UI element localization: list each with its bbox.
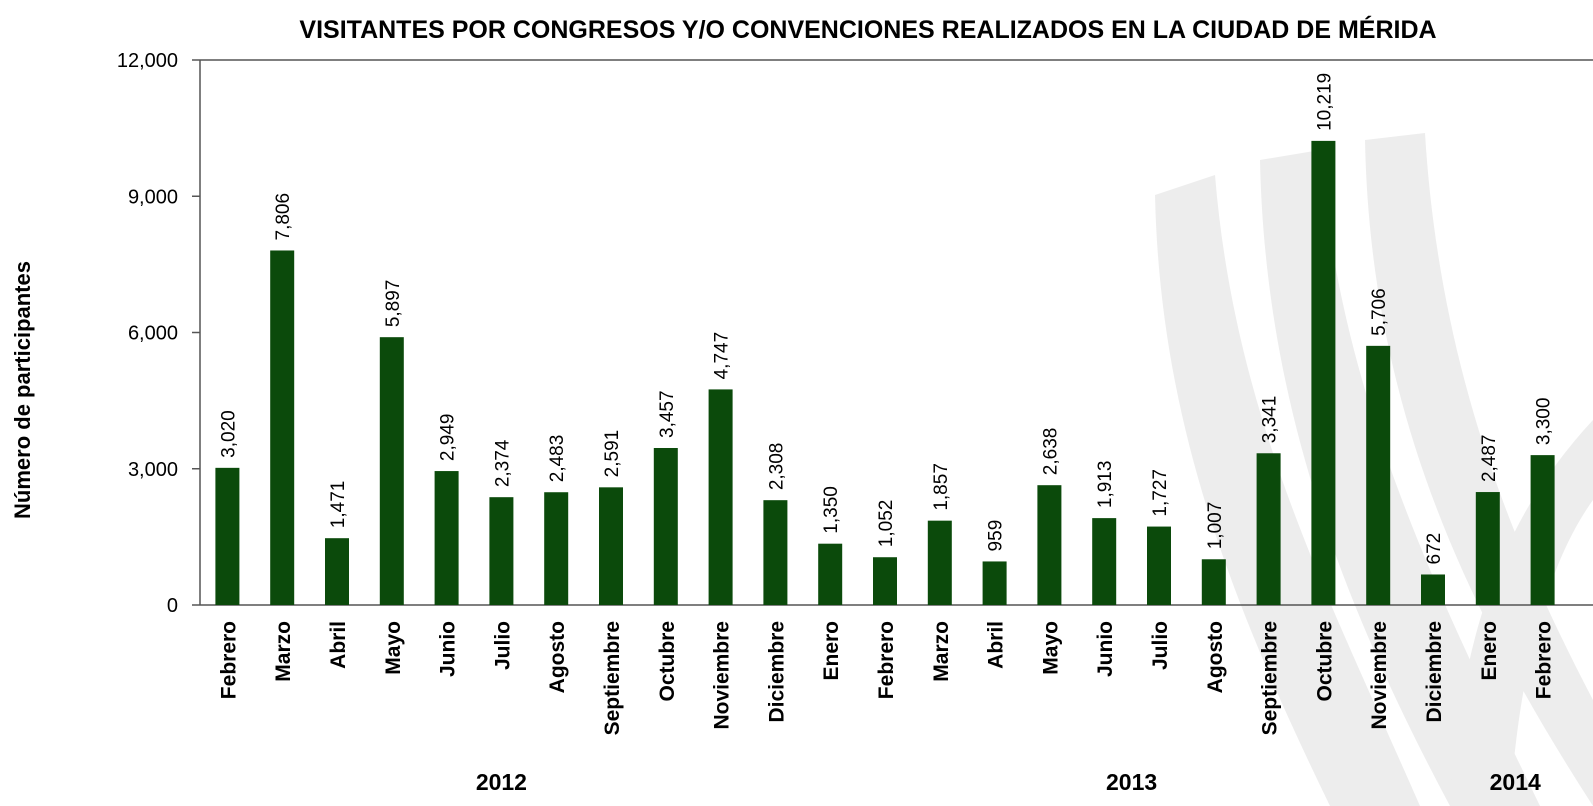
value-label: 2,638 bbox=[1040, 428, 1061, 476]
x-tick-label: Febrero bbox=[875, 621, 898, 699]
x-tick-label: Marzo bbox=[272, 621, 295, 682]
value-label: 7,806 bbox=[273, 193, 294, 241]
x-tick-label: Febrero bbox=[217, 621, 240, 699]
x-tick-label: Julio bbox=[1149, 621, 1172, 670]
value-label: 2,308 bbox=[766, 443, 787, 491]
bar bbox=[270, 250, 295, 606]
x-tick-label: Diciembre bbox=[765, 621, 788, 723]
value-label: 1,857 bbox=[931, 463, 952, 511]
bar bbox=[1147, 526, 1171, 605]
x-tick-label: Julio bbox=[491, 621, 514, 670]
bar bbox=[1366, 345, 1391, 605]
x-tick-label: Septiembre bbox=[601, 621, 624, 735]
value-label: 3,457 bbox=[657, 390, 678, 438]
bar bbox=[763, 500, 788, 605]
value-label: 3,341 bbox=[1260, 396, 1281, 444]
x-tick-label: Junio bbox=[437, 621, 460, 677]
bar bbox=[544, 492, 569, 605]
x-tick-label: Noviembre bbox=[1368, 621, 1391, 730]
x-tick-label: Diciembre bbox=[1423, 621, 1446, 723]
value-label: 2,591 bbox=[602, 430, 623, 478]
value-label: 5,897 bbox=[383, 280, 404, 328]
bar bbox=[982, 561, 1007, 605]
x-tick-label: Junio bbox=[1094, 621, 1117, 677]
bar bbox=[325, 538, 349, 605]
x-tick-label: Septiembre bbox=[1259, 621, 1282, 735]
value-label: 3,300 bbox=[1534, 398, 1555, 446]
y-axis-label: Número de participantes bbox=[10, 261, 35, 519]
value-label: 959 bbox=[986, 520, 1007, 552]
x-tick-label: Agosto bbox=[546, 621, 569, 693]
x-tick-label: Enero bbox=[820, 621, 843, 681]
bar bbox=[1256, 453, 1281, 605]
x-tick-label: Marzo bbox=[930, 621, 953, 682]
value-label: 3,020 bbox=[218, 410, 239, 458]
bar bbox=[379, 337, 404, 605]
value-label: 1,052 bbox=[876, 500, 897, 548]
value-label: 2,374 bbox=[492, 439, 513, 487]
y-tick-label: 12,000 bbox=[117, 50, 178, 72]
year-label: 2012 bbox=[476, 769, 527, 795]
year-label: 2013 bbox=[1106, 769, 1157, 795]
bar bbox=[1037, 485, 1062, 605]
y-tick-label: 3,000 bbox=[128, 459, 178, 481]
bar bbox=[434, 471, 459, 605]
x-tick-label: Mayo bbox=[382, 621, 405, 675]
bar bbox=[873, 557, 897, 605]
chart-title: VISITANTES POR CONGRESOS Y/O CONVENCIONE… bbox=[299, 15, 1436, 44]
y-tick-label: 0 bbox=[167, 595, 178, 617]
value-label: 1,727 bbox=[1150, 469, 1171, 517]
bar bbox=[1201, 559, 1226, 605]
x-tick-label: Agosto bbox=[1204, 621, 1227, 693]
bar bbox=[818, 543, 843, 605]
x-tick-label: Abril bbox=[327, 621, 350, 669]
bar bbox=[1092, 518, 1117, 605]
bar bbox=[599, 487, 623, 605]
bar bbox=[927, 520, 952, 605]
x-tick-label: Noviembre bbox=[711, 621, 734, 730]
x-tick-label: Febrero bbox=[1533, 621, 1556, 699]
value-label: 1,007 bbox=[1205, 502, 1226, 550]
bar bbox=[708, 389, 733, 605]
y-tick-label: 9,000 bbox=[128, 186, 178, 208]
x-tick-label: Enero bbox=[1478, 621, 1501, 681]
bar bbox=[215, 467, 240, 605]
value-label: 1,350 bbox=[821, 486, 842, 534]
x-tick-label: Octubre bbox=[1313, 621, 1336, 702]
value-label: 1,471 bbox=[328, 481, 349, 529]
value-label: 5,706 bbox=[1369, 288, 1390, 336]
value-label: 4,747 bbox=[712, 332, 733, 380]
y-tick-label: 6,000 bbox=[128, 323, 178, 345]
x-tick-label: Abril bbox=[985, 621, 1008, 669]
value-label: 1,913 bbox=[1095, 461, 1116, 509]
x-tick-label: Mayo bbox=[1039, 621, 1062, 675]
bar bbox=[1530, 455, 1555, 605]
bar bbox=[1421, 574, 1445, 605]
value-label: 672 bbox=[1424, 533, 1445, 565]
bar bbox=[653, 447, 678, 605]
year-label: 2014 bbox=[1490, 769, 1541, 795]
x-tick-label: Octubre bbox=[656, 621, 679, 702]
bar bbox=[1311, 140, 1336, 605]
value-label: 10,219 bbox=[1314, 73, 1335, 131]
bar bbox=[1475, 492, 1500, 605]
value-label: 2,483 bbox=[547, 435, 568, 483]
bar bbox=[489, 497, 514, 605]
value-label: 2,487 bbox=[1479, 435, 1500, 483]
value-label: 2,949 bbox=[438, 414, 459, 462]
